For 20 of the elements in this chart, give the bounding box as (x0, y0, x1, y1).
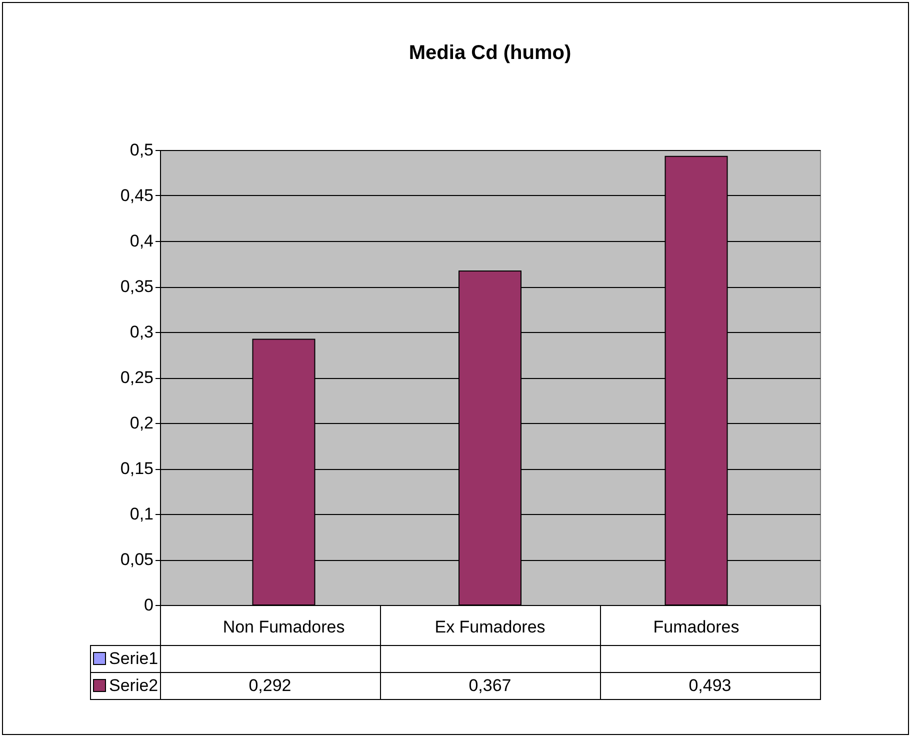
y-tick-label: 0,1 (130, 504, 154, 524)
legend-label: Serie2 (90, 672, 160, 700)
y-tick-label: 0,05 (120, 550, 154, 569)
y-tick-label: 0,25 (120, 368, 154, 387)
y-tick-label: 0,3 (130, 322, 154, 342)
y-tick-label: 0,2 (130, 414, 154, 432)
data-label: 0,367 (380, 672, 600, 700)
y-tick-label: 0,35 (120, 277, 154, 296)
legend-label: Serie1 (90, 646, 160, 672)
y-tick-label: 0 (144, 596, 154, 614)
chart-title: Media Cd (humo) (408, 42, 572, 64)
x-tick-label: Ex Fumadores (434, 618, 546, 636)
data-label: 0,292 (160, 672, 380, 700)
y-tick-label: 0,45 (120, 186, 154, 205)
y-tick-label: 0,5 (130, 140, 154, 160)
y-tick-label: 0,4 (130, 232, 154, 250)
x-tick-label: Non Fumadores (222, 618, 345, 636)
x-tick-label: Fumadores (653, 618, 740, 636)
y-tick-label: 0,15 (120, 459, 154, 478)
data-label: 0,493 (600, 672, 820, 700)
